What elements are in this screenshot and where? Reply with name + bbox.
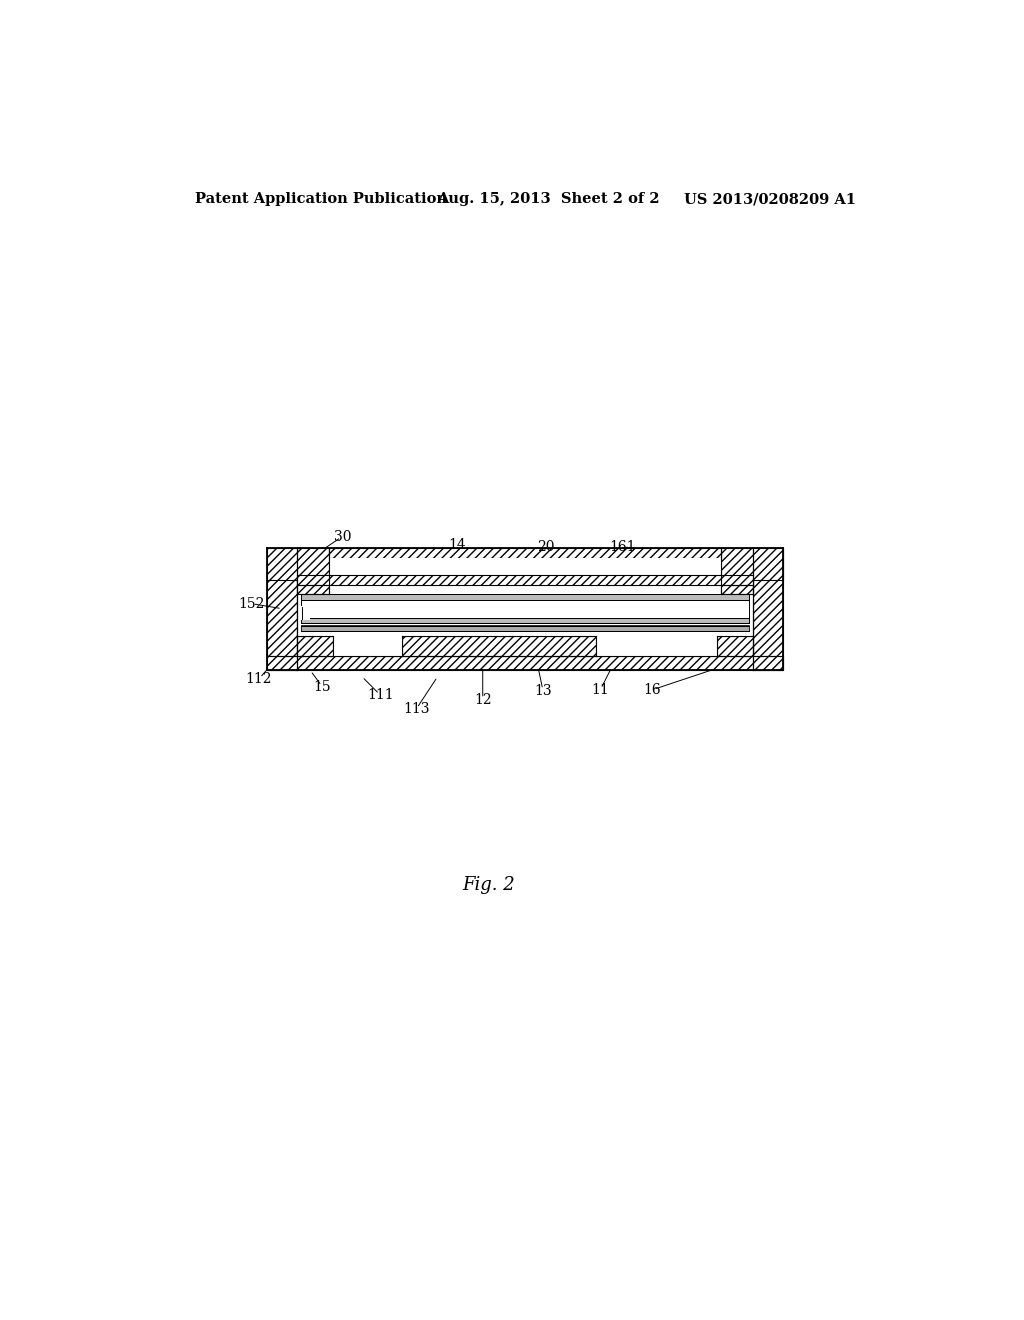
Bar (297, 576, 753, 585)
Text: 30: 30 (334, 529, 351, 544)
Text: US 2013/0208209 A1: US 2013/0208209 A1 (684, 191, 855, 206)
Bar (329, 548, 721, 558)
Bar (299, 606, 309, 620)
Text: 113: 113 (402, 702, 429, 717)
Text: 16: 16 (643, 682, 660, 697)
Bar (267, 548, 329, 581)
Text: 14: 14 (449, 537, 466, 552)
Text: 112: 112 (246, 672, 272, 686)
Text: 12: 12 (474, 693, 492, 708)
Bar (301, 626, 749, 631)
Bar (267, 548, 297, 669)
Bar (721, 548, 782, 581)
Bar (333, 636, 401, 656)
Bar (301, 599, 749, 618)
Text: Patent Application Publication: Patent Application Publication (196, 191, 447, 206)
Bar (753, 548, 782, 669)
Bar (297, 581, 329, 594)
Bar (717, 636, 753, 656)
Text: 11: 11 (591, 682, 609, 697)
Text: 20: 20 (538, 540, 555, 553)
Bar (721, 581, 753, 594)
Text: 161: 161 (609, 540, 636, 553)
Text: Fig. 2: Fig. 2 (463, 876, 515, 894)
Text: 15: 15 (313, 680, 331, 694)
Bar (297, 594, 753, 636)
Bar (401, 636, 596, 656)
Bar (329, 558, 721, 581)
Bar (297, 548, 753, 669)
Text: Aug. 15, 2013  Sheet 2 of 2: Aug. 15, 2013 Sheet 2 of 2 (437, 191, 660, 206)
Text: 13: 13 (535, 684, 552, 698)
Bar (301, 618, 749, 623)
Text: 111: 111 (367, 688, 393, 702)
Bar (267, 656, 782, 669)
Text: 152: 152 (238, 597, 264, 611)
Bar (301, 594, 749, 599)
Bar (267, 548, 782, 669)
Bar (596, 636, 717, 656)
Bar (297, 636, 333, 656)
